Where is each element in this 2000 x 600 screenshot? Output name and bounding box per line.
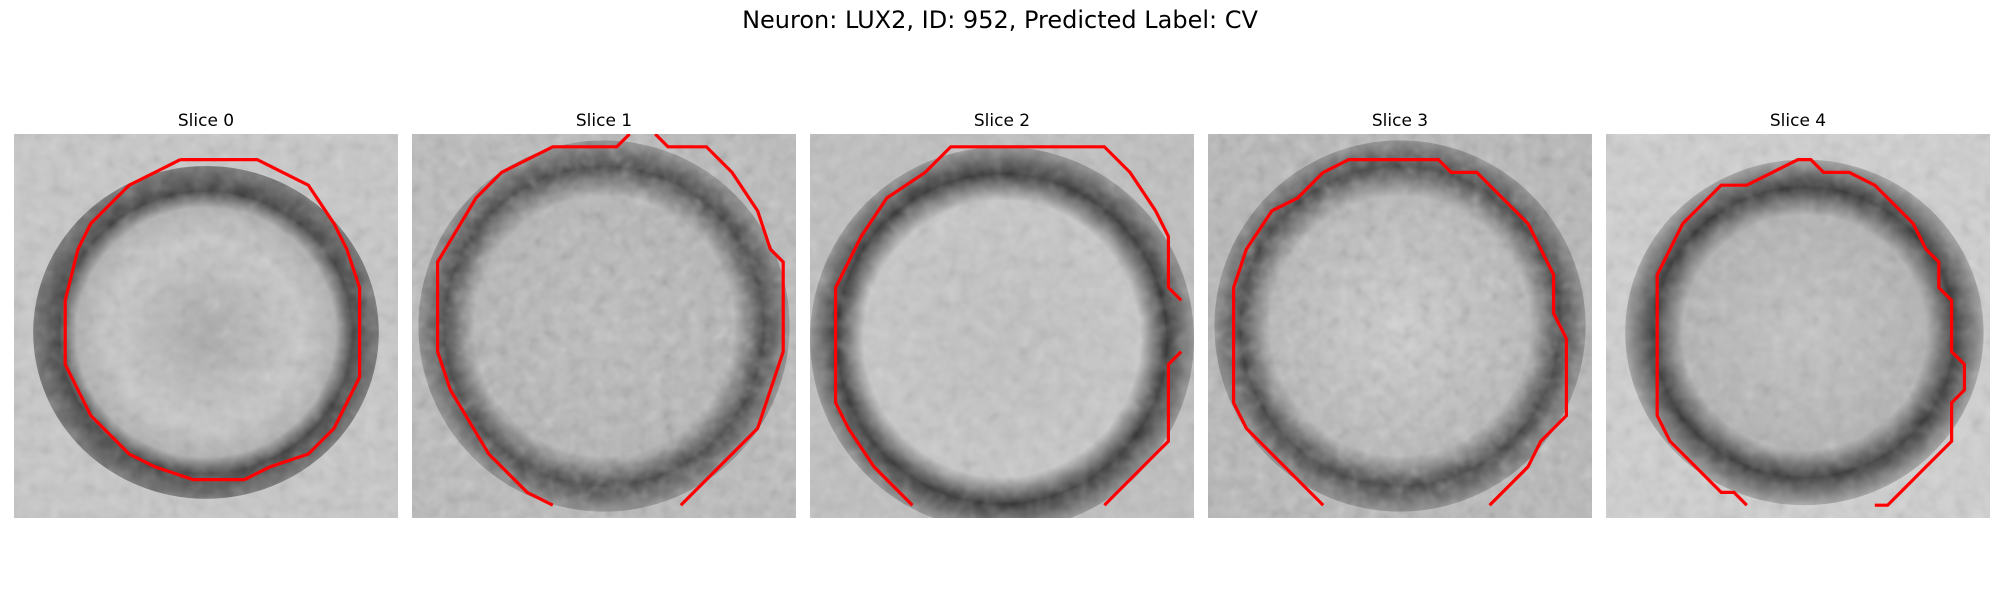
image-noise bbox=[1208, 134, 1592, 518]
slice-panel-1: Slice 1 bbox=[412, 108, 796, 518]
segmentation-contour bbox=[654, 134, 785, 507]
slice-title-2: Slice 2 bbox=[973, 111, 1031, 131]
slice-panel-4: Slice 4 bbox=[1606, 108, 1990, 518]
segmentation-contour bbox=[436, 134, 631, 507]
image-noise bbox=[1606, 134, 1990, 518]
segmentation-contour bbox=[1232, 158, 1568, 507]
image-noise bbox=[412, 134, 796, 518]
slice-image-0 bbox=[14, 134, 398, 518]
slice-panel-0: Slice 0 bbox=[14, 108, 398, 518]
segmentation-contour bbox=[834, 145, 1183, 507]
segmentation-contour bbox=[63, 158, 362, 482]
slice-title-1: Slice 1 bbox=[575, 111, 633, 131]
slice-title-4: Slice 4 bbox=[1769, 111, 1827, 131]
slice-image-2 bbox=[810, 134, 1194, 518]
image-noise bbox=[810, 134, 1194, 518]
slice-panel-3: Slice 3 bbox=[1208, 108, 1592, 518]
slice-image-4 bbox=[1606, 134, 1990, 518]
slice-image-3 bbox=[1208, 134, 1592, 518]
slice-title-3: Slice 3 bbox=[1371, 111, 1429, 131]
slice-panel-2: Slice 2 bbox=[810, 108, 1194, 518]
slice-image-1 bbox=[412, 134, 796, 518]
figure-title: Neuron: LUX2, ID: 952, Predicted Label: … bbox=[742, 6, 1258, 34]
segmentation-contour bbox=[1655, 158, 1966, 507]
image-noise bbox=[14, 134, 398, 518]
slice-title-0: Slice 0 bbox=[177, 111, 235, 131]
segmentation-contour bbox=[1103, 350, 1183, 507]
